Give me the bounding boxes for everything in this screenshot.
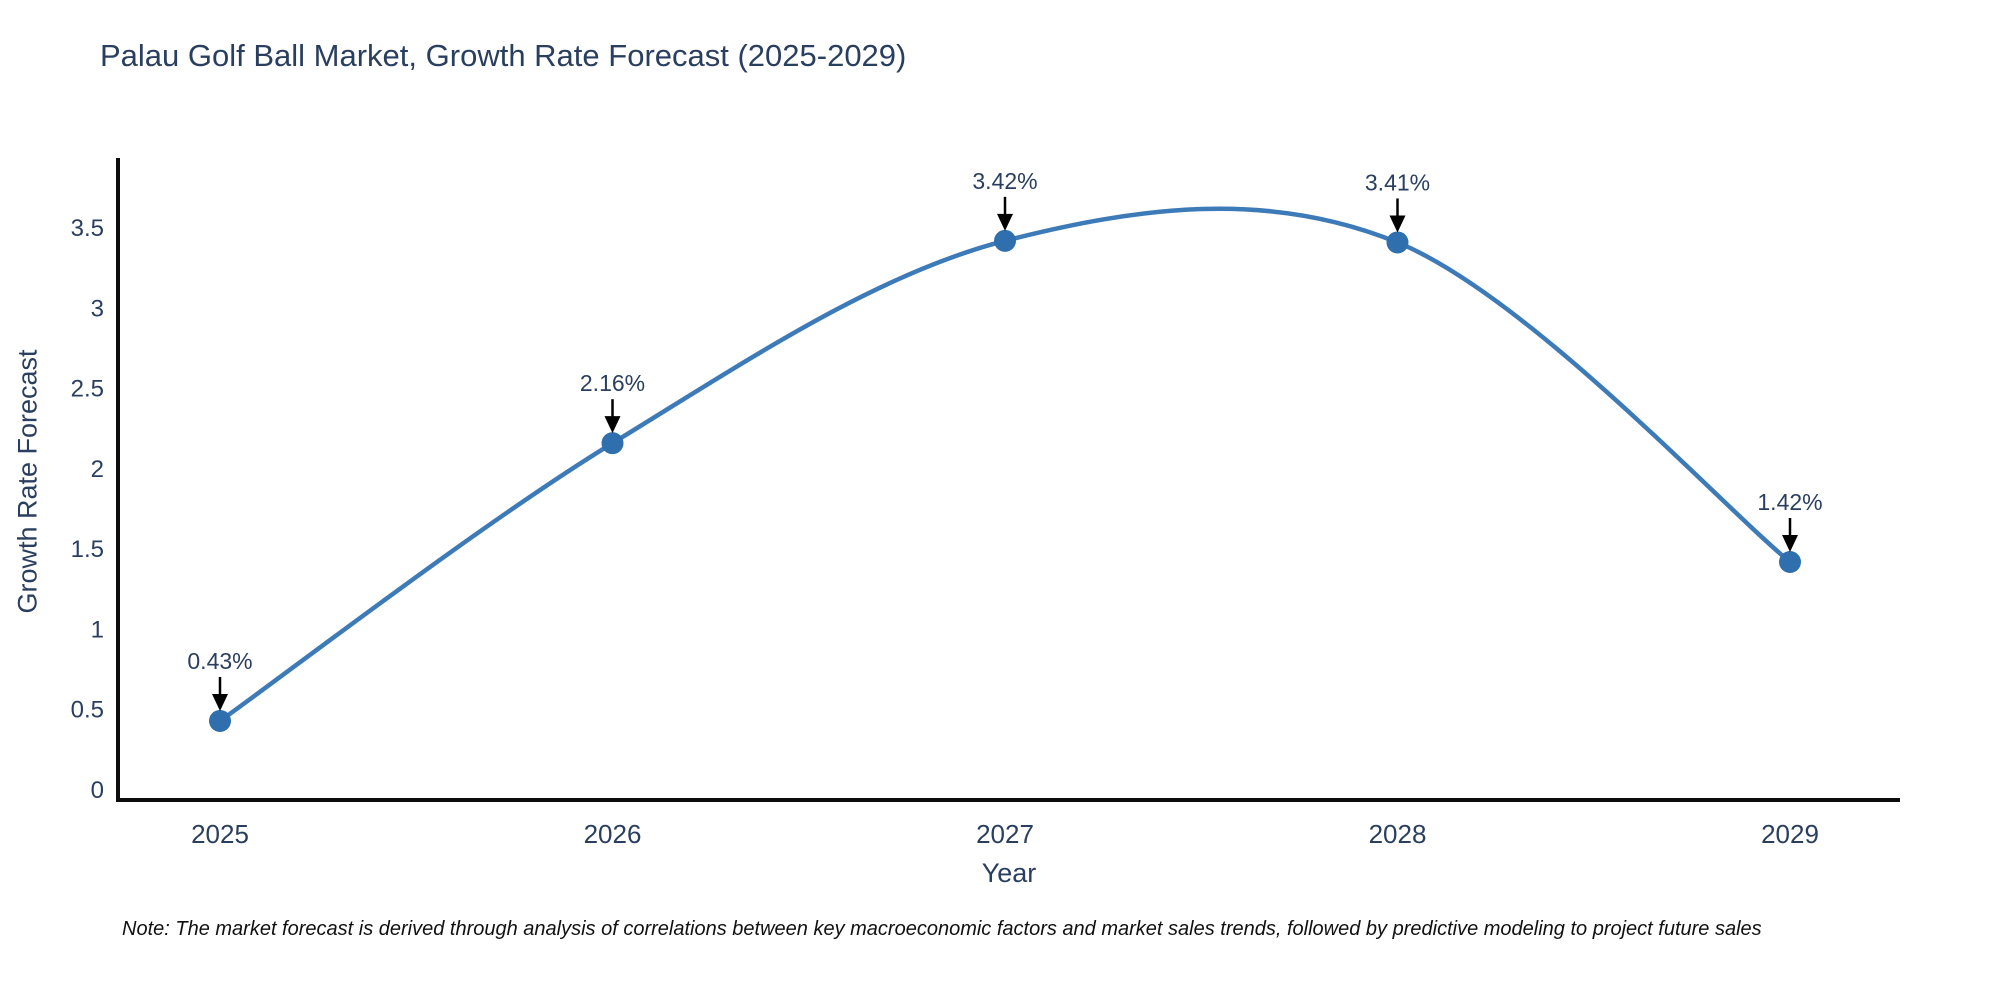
- y-tick-label: 1.5: [71, 536, 104, 563]
- annotation-arrowhead: [1389, 215, 1406, 233]
- annotation-label-2026: 2.16%: [580, 370, 645, 396]
- annotation-arrowhead: [997, 213, 1013, 231]
- y-tick-label: 2.5: [71, 376, 104, 403]
- x-tick-label: 2025: [191, 819, 249, 849]
- annotation-label-2027: 3.42%: [972, 168, 1037, 194]
- forecast-line: [217, 206, 1793, 724]
- annotation-arrowhead: [604, 416, 621, 434]
- data-point-2029[interactable]: [1779, 550, 1801, 573]
- y-tick-label: 3.5: [71, 215, 104, 242]
- x-tick-label: 2028: [1369, 819, 1427, 849]
- data-point-2025[interactable]: [209, 709, 231, 732]
- footnote-text: Note: The market forecast is derived thr…: [122, 918, 1762, 940]
- annotation-arrowhead: [212, 693, 228, 711]
- data-point-2028[interactable]: [1386, 231, 1409, 254]
- y-tick-label: 0: [91, 777, 104, 804]
- annotation-label-2028: 3.41%: [1365, 169, 1430, 195]
- chart-title: Palau Golf Ball Market, Growth Rate Fore…: [100, 38, 907, 73]
- y-tick-label: 2: [91, 456, 104, 483]
- annotation-arrowhead: [1782, 534, 1798, 552]
- y-axis-title: Growth Rate Forecast: [12, 349, 43, 614]
- x-axis-title: Year: [981, 858, 1037, 888]
- y-tick-label: 1: [91, 616, 104, 643]
- x-tick-label: 2026: [584, 819, 642, 849]
- annotation-label-2025: 0.43%: [187, 648, 252, 674]
- x-tick-label: 2027: [976, 819, 1034, 849]
- annotation-label-2029: 1.42%: [1757, 489, 1822, 515]
- y-tick-label: 0.5: [71, 697, 104, 724]
- data-point-2026[interactable]: [601, 432, 624, 455]
- x-tick-label: 2029: [1761, 819, 1819, 849]
- y-tick-label: 3: [91, 295, 104, 322]
- data-point-2027[interactable]: [994, 229, 1016, 252]
